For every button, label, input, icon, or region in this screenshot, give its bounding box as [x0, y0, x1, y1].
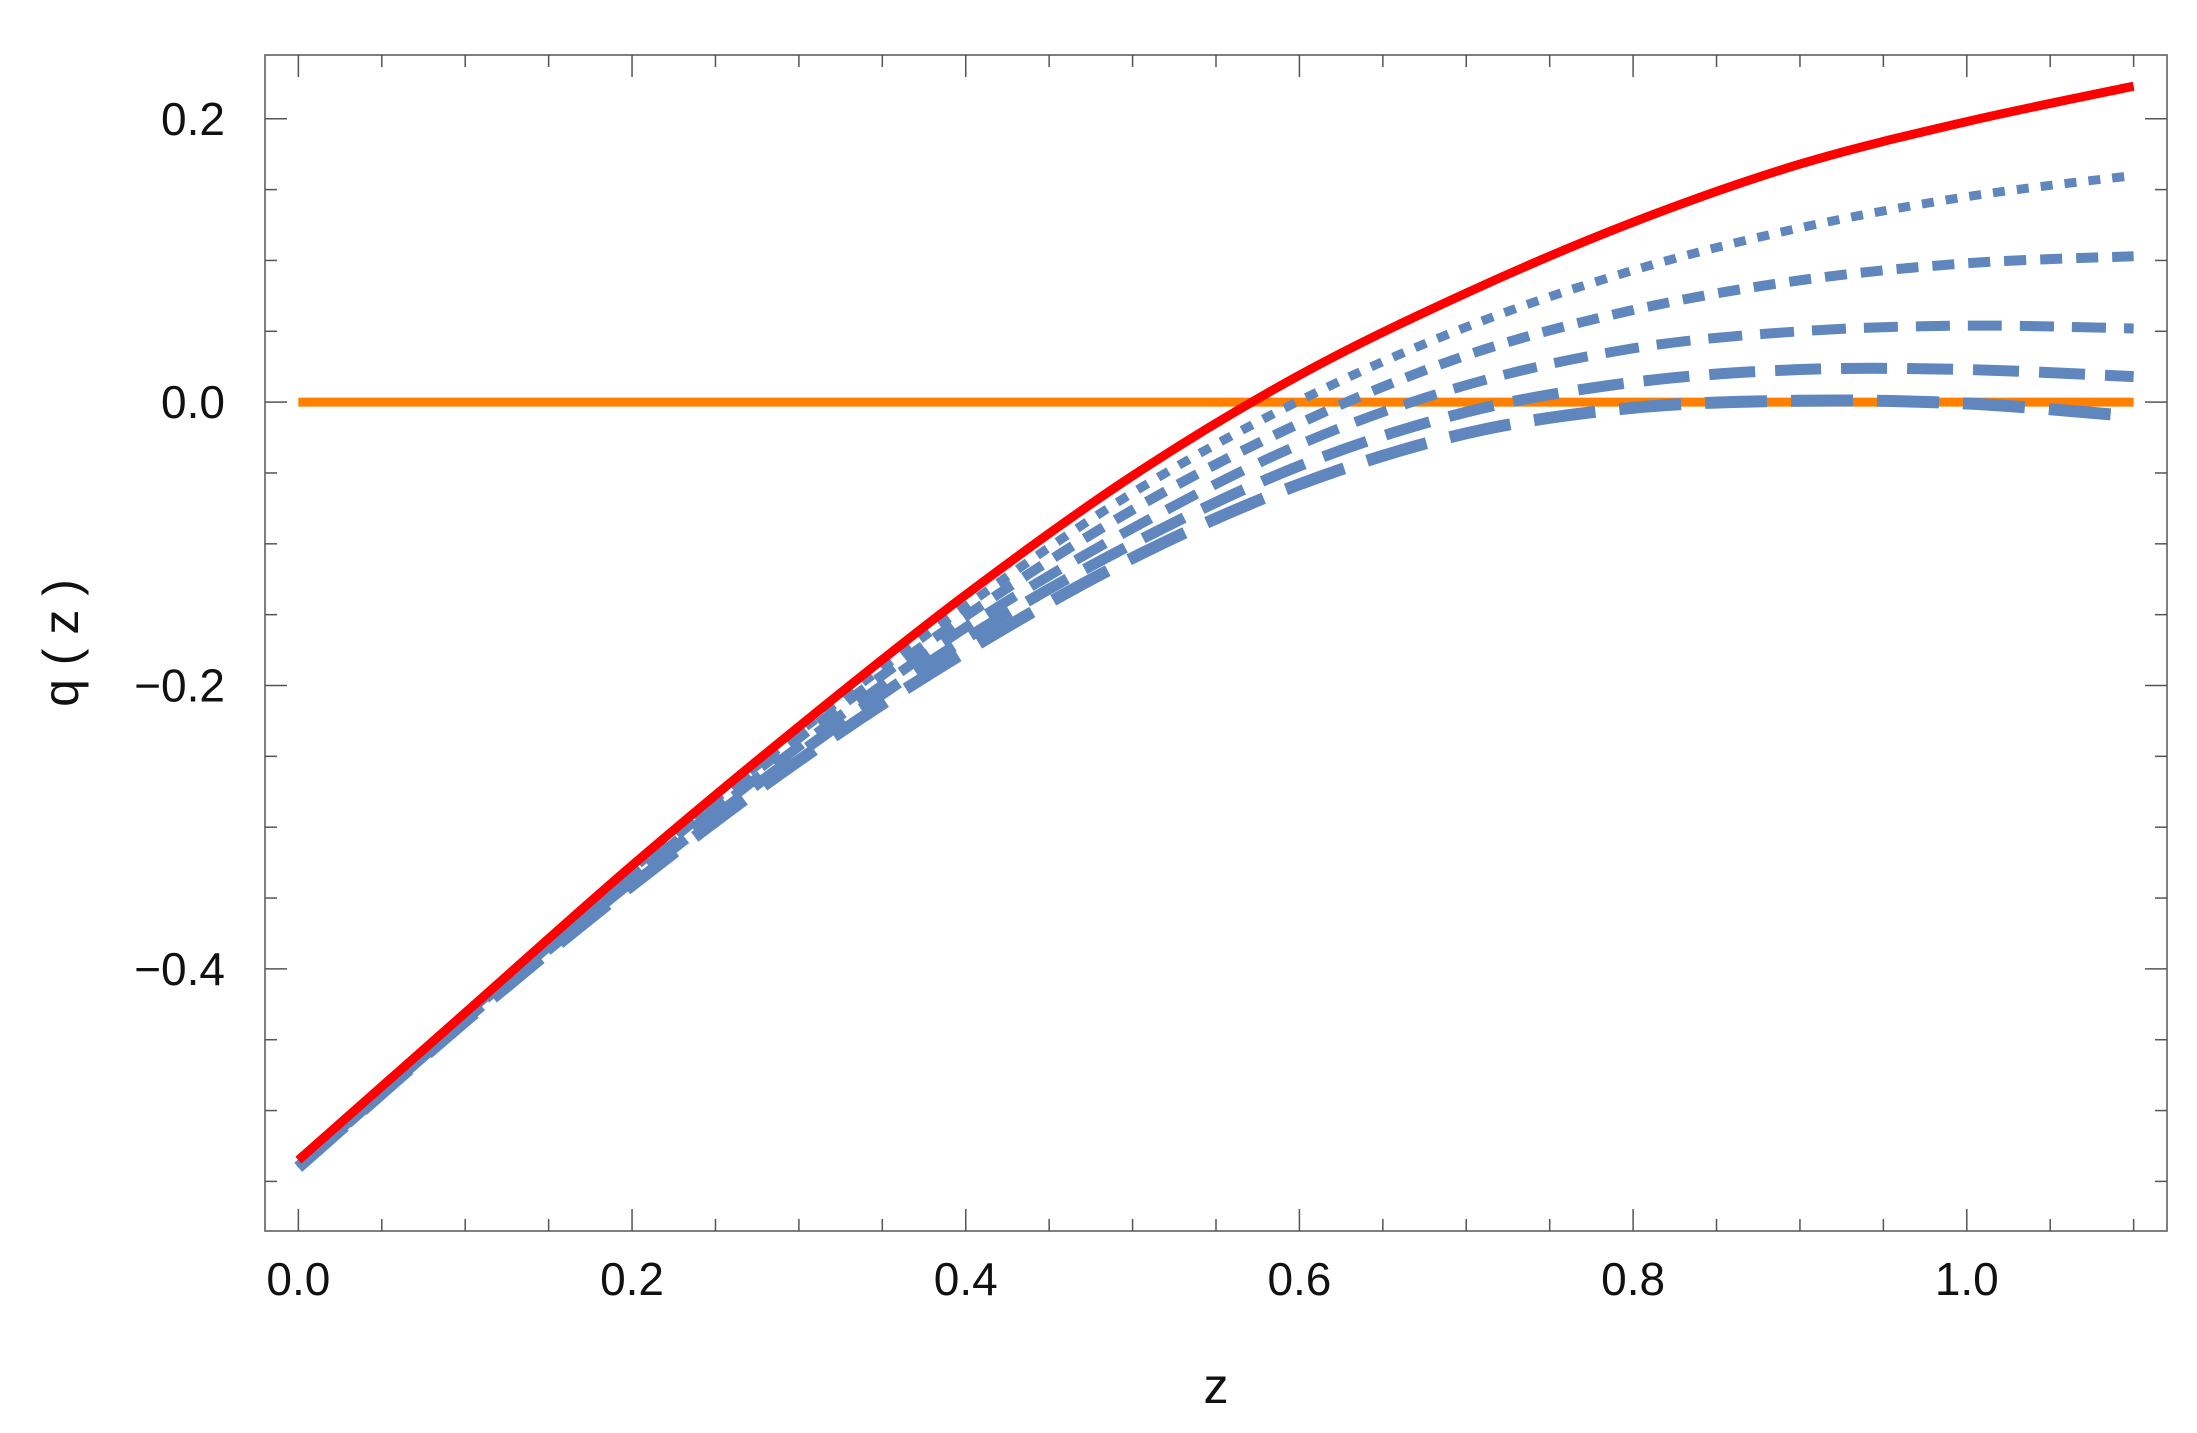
- series-line-5: [295, 251, 2134, 1171]
- x-tick-label: 0.8: [1601, 1253, 1665, 1305]
- tick-labels: 0.0 0.2 0.4 0.6 0.8 1.0 0.2 0.0 −0.2 −0.4: [134, 93, 1999, 1305]
- plot-area: [294, 81, 2135, 1172]
- series-line-7: [295, 81, 2135, 1164]
- x-tick-label: 0.4: [934, 1253, 998, 1305]
- y-tick-label: −0.4: [134, 943, 225, 995]
- x-tick-label: 0.6: [1267, 1253, 1331, 1305]
- x-tick-label: 1.0: [1935, 1253, 1999, 1305]
- x-axis-title: z: [1204, 1358, 1229, 1414]
- x-tick-label: 0.0: [266, 1253, 330, 1305]
- y-tick-label: 0.0: [161, 376, 225, 428]
- y-axis-title: q ( z ): [33, 579, 89, 707]
- y-tick-label: −0.2: [134, 660, 225, 712]
- x-tick-label: 0.2: [600, 1253, 664, 1305]
- axis-ticks: [265, 55, 2167, 1231]
- series-line-6: [295, 170, 2135, 1171]
- series-line-3: [294, 362, 2134, 1172]
- series-line-4: [295, 320, 2134, 1171]
- series-line-2: [294, 394, 2135, 1172]
- plot-frame: [264, 54, 2168, 1232]
- y-tick-label: 0.2: [161, 93, 225, 145]
